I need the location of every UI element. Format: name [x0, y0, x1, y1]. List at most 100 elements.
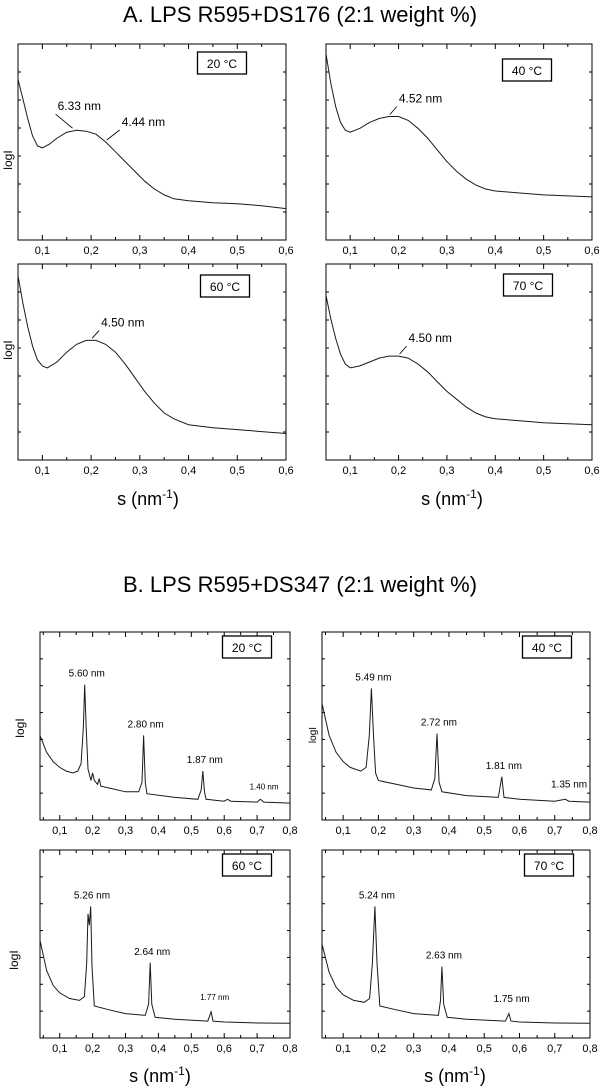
x-tick-label: 0,4: [151, 825, 166, 837]
peak-annotation: 1.75 nm: [494, 994, 530, 1005]
peak-annotation: 4.50 nm: [101, 315, 144, 329]
temperature-box: [221, 853, 273, 877]
annotation-leader: [106, 129, 120, 141]
temperature-label: 70 °C: [513, 279, 543, 293]
x-tick-label: 0,5: [184, 825, 199, 837]
peak-annotation: 1.87 nm: [187, 755, 223, 766]
plot-frame: [321, 849, 591, 1039]
temperature-box: [199, 274, 251, 298]
series-line: [39, 906, 291, 1024]
chart-b60: 0,1 0,2 0,3 0,4 0,5 0,6 0,7 0,8 60 °C 5.26 nm 2.64…: [7, 849, 298, 1055]
x-tick-label: 0,4: [441, 1043, 456, 1055]
x-tick-label: 0,6: [512, 1043, 527, 1055]
y-axis-label: logI: [1, 340, 15, 359]
temperature-label: 20 °C: [232, 641, 262, 655]
y-axis-label: logI: [308, 727, 319, 743]
temperature-label: 40 °C: [532, 641, 562, 655]
x-tick-label: 0,4: [441, 825, 456, 837]
plot-frame: [39, 631, 291, 821]
series-line: [325, 295, 593, 426]
x-tick-label: 0,8: [582, 1043, 597, 1055]
chart-b40: 0,1 0,2 0,3 0,4 0,5 0,6 0,7 0,8 40 °C 5.49 nm 2.72…: [308, 631, 598, 837]
x-tick-label: 0,7: [249, 1043, 264, 1055]
peak-annotation: 1.77 nm: [200, 993, 229, 1002]
plot-frame: [17, 43, 287, 241]
x-axis-label: s (nm-1): [129, 1064, 191, 1086]
peak-annotation: 2.72 nm: [421, 718, 457, 729]
x-tick-label: 0,4: [488, 245, 503, 257]
x-tick-label: 0,3: [132, 465, 147, 477]
x-tick-label: 0,3: [439, 465, 454, 477]
x-tick-label: 0,2: [83, 245, 98, 257]
x-tick-label: 0,6: [584, 245, 599, 257]
x-tick-label: 0,3: [118, 825, 133, 837]
x-tick-label: 0,2: [83, 465, 98, 477]
x-tick-label: 0,2: [85, 1043, 100, 1055]
chart-b20: 0,1 0,2 0,3 0,4 0,5 0,6 0,7 0,8 20 °C 5.60 nm 2.80…: [13, 631, 298, 837]
temperature-label: 60 °C: [232, 859, 262, 873]
x-axis-label: s (nm-1): [421, 487, 483, 509]
temperature-box: [221, 635, 273, 659]
plot-frame: [325, 43, 593, 241]
peak-annotation: 1.81 nm: [486, 761, 522, 772]
x-axis-label: s (nm-1): [117, 487, 179, 509]
panel-b-title: B. LPS R595+DS347 (2:1 weight %): [122, 572, 478, 597]
chart-a60: 0,1 0,2 0,3 0,4 0,5 0,6 60 °C 4.50 nm logI: [1, 263, 294, 477]
x-tick-label: 0,6: [217, 825, 232, 837]
plot-frame: [325, 263, 593, 461]
temperature-box: [502, 273, 554, 297]
x-tick-label: 0,4: [181, 465, 196, 477]
temperature-box: [521, 635, 573, 659]
y-axis-label: logI: [13, 718, 27, 737]
annotation-leader: [389, 106, 398, 115]
temperature-label: 60 °C: [210, 280, 240, 294]
x-tick-label: 0,2: [391, 245, 406, 257]
peak-annotation: 2.63 nm: [426, 951, 462, 962]
annotation-leader: [399, 345, 407, 355]
temperature-label: 70 °C: [534, 859, 564, 873]
x-tick-label: 0,8: [282, 825, 297, 837]
x-tick-label: 0,1: [343, 245, 358, 257]
peak-annotation: 2.80 nm: [128, 719, 164, 730]
x-tick-label: 0,3: [132, 245, 147, 257]
x-tick-label: 0,4: [151, 1043, 166, 1055]
x-tick-label: 0,1: [35, 245, 50, 257]
x-tick-label: 0,4: [488, 465, 503, 477]
x-tick-label: 0,6: [278, 465, 293, 477]
x-tick-label: 0,1: [52, 825, 67, 837]
x-tick-label: 0,5: [536, 465, 551, 477]
x-tick-label: 0,8: [582, 825, 597, 837]
plot-frame: [321, 631, 591, 821]
peak-annotation: 5.26 nm: [74, 890, 110, 901]
plot-frame: [39, 849, 291, 1039]
peak-annotation: 1.35 nm: [551, 780, 587, 791]
x-tick-label: 0,1: [336, 825, 351, 837]
peak-annotation: 5.49 nm: [355, 672, 391, 683]
x-tick-label: 0,6: [512, 825, 527, 837]
chart-a20: 0,1 0,2 0,3 0,4 0,5 0,6 20 °C 6.33 nm 4.44 nm log…: [1, 43, 294, 257]
x-tick-label: 0,2: [371, 1043, 386, 1055]
x-tick-label: 0,2: [85, 825, 100, 837]
chart-a70: 0,1 0,2 0,3 0,4 0,5 0,6 70 °C 4.50 nm: [325, 263, 600, 477]
series-line: [39, 684, 291, 804]
x-tick-label: 0,5: [536, 245, 551, 257]
x-tick-label: 0,5: [230, 245, 245, 257]
x-tick-label: 0,2: [391, 465, 406, 477]
x-tick-label: 0,7: [249, 825, 264, 837]
peak-annotation: 4.52 nm: [399, 92, 442, 106]
x-tick-label: 0,1: [336, 1043, 351, 1055]
temperature-box: [501, 58, 553, 82]
temperature-box: [196, 51, 248, 75]
temperature-box: [523, 853, 575, 877]
x-tick-label: 0,3: [406, 1043, 421, 1055]
x-tick-label: 0,2: [371, 825, 386, 837]
x-tick-label: 0,5: [477, 1043, 492, 1055]
chart-b70: 0,1 0,2 0,3 0,4 0,5 0,6 0,7 0,8 70 °C 5.24 nm 2.63…: [321, 849, 598, 1055]
plot-frame: [17, 263, 287, 461]
series-line: [321, 906, 591, 1024]
x-tick-label: 0,3: [439, 245, 454, 257]
y-axis-label: logI: [1, 150, 15, 169]
peak-annotation: 5.60 nm: [69, 669, 105, 680]
series-line: [325, 53, 593, 198]
